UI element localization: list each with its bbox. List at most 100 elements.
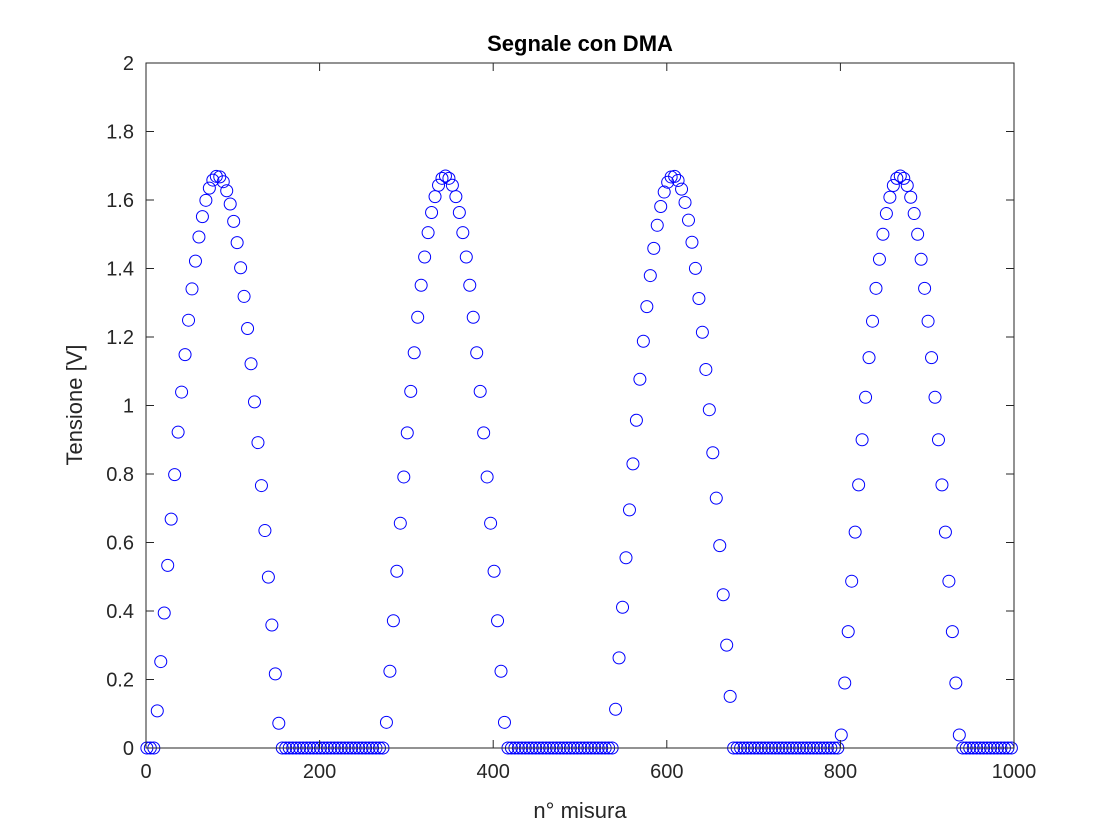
data-point [921, 314, 935, 328]
data-point [675, 182, 689, 196]
data-point [890, 171, 904, 185]
data-point [654, 199, 668, 213]
x-tick-label: 1000 [992, 761, 1037, 783]
data-point [463, 278, 477, 292]
data-point [459, 250, 473, 264]
data-point [879, 207, 893, 221]
data-point [491, 614, 505, 628]
data-point [609, 702, 623, 716]
data-point [251, 436, 265, 450]
data-point [258, 524, 272, 538]
data-point [647, 241, 661, 255]
x-tick-label: 400 [477, 761, 510, 783]
data-point [241, 322, 255, 336]
data-point [852, 478, 866, 492]
data-point [720, 638, 734, 652]
y-tick-label: 1.2 [106, 327, 134, 349]
data-point [150, 704, 164, 718]
data-point [633, 372, 647, 386]
data-point [456, 226, 470, 240]
data-point [206, 173, 220, 187]
data-point [699, 362, 713, 376]
plot-area [146, 63, 1014, 748]
data-point [612, 651, 626, 665]
data-point [713, 539, 727, 553]
data-point [254, 479, 268, 493]
data-point [494, 664, 508, 678]
data-point [411, 310, 425, 324]
data-point [872, 252, 886, 266]
data-point [935, 478, 949, 492]
data-point [248, 395, 261, 409]
data-point [438, 169, 452, 183]
data-point [473, 384, 487, 398]
x-tick-label: 0 [140, 761, 151, 783]
data-point [216, 175, 230, 189]
x-tick-label: 600 [650, 761, 683, 783]
data-point [272, 716, 286, 730]
data-point [230, 236, 244, 250]
data-point [706, 446, 720, 460]
data-point [157, 606, 171, 620]
data-point [841, 625, 855, 639]
data-point [487, 564, 501, 578]
data-point [407, 346, 421, 360]
data-point [421, 226, 435, 240]
data-point [261, 570, 275, 584]
data-point [237, 289, 251, 303]
y-tick-label: 1.6 [106, 190, 134, 212]
data-point [716, 588, 730, 602]
data-point [897, 171, 911, 185]
data-point [668, 169, 682, 183]
data-point [192, 230, 206, 244]
data-point [404, 384, 418, 398]
data-point [886, 178, 900, 192]
data-point [195, 210, 209, 224]
data-point [643, 269, 657, 283]
y-tick-label: 0.8 [106, 464, 134, 486]
data-point [154, 655, 168, 669]
y-tick-label: 0.2 [106, 670, 134, 692]
x-tick-label: 800 [824, 761, 857, 783]
data-point [449, 190, 463, 204]
data-point [945, 625, 959, 639]
y-tick-label: 1.8 [106, 122, 134, 144]
data-point [171, 425, 185, 439]
data-point [671, 173, 685, 187]
data-point [928, 390, 942, 404]
data-point [702, 403, 716, 417]
x-tick-label: 200 [303, 761, 336, 783]
data-point [234, 261, 248, 275]
data-point [227, 214, 241, 228]
data-point [175, 385, 189, 399]
data-point [904, 190, 918, 204]
data-point [470, 346, 484, 360]
data-point [220, 184, 234, 198]
data-point [931, 433, 945, 447]
data-point [883, 190, 897, 204]
data-point [452, 206, 466, 219]
data-point [893, 169, 907, 183]
data-point [949, 676, 963, 690]
data-point [834, 728, 848, 742]
data-point [497, 715, 511, 729]
data-point [425, 206, 439, 219]
data-point [942, 574, 956, 588]
data-point [636, 334, 650, 348]
data-point [414, 278, 428, 292]
data-point [390, 564, 404, 578]
y-tick-label: 2 [123, 53, 134, 75]
data-point [911, 227, 925, 241]
data-point [244, 357, 258, 371]
data-point [484, 516, 498, 530]
data-point [859, 390, 873, 404]
data-point [688, 261, 702, 275]
y-tick-label: 0.4 [106, 601, 134, 623]
data-point [838, 676, 852, 690]
data-point [418, 250, 432, 264]
data-point [268, 667, 282, 681]
y-tick-label: 0 [123, 738, 134, 760]
data-point [622, 503, 636, 517]
y-tick-label: 1.4 [106, 259, 134, 281]
